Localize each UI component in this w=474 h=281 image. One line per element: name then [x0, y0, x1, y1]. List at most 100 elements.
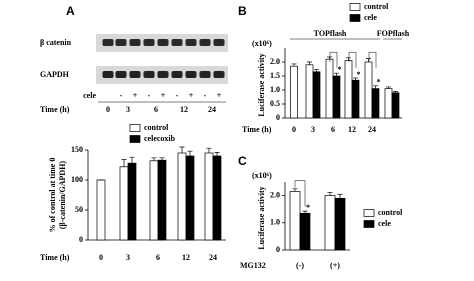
error-bar — [302, 210, 308, 214]
y-tick-label: 0 — [276, 245, 280, 254]
x-tick-label: (+) — [330, 261, 340, 270]
x-tick-label: 0 — [292, 125, 296, 134]
y-unit: (x10⁶) — [252, 171, 272, 180]
bar — [324, 195, 336, 251]
blot-band — [115, 39, 127, 46]
bar — [185, 155, 195, 241]
treatment-label: cele — [83, 91, 96, 100]
x-tick-label: 12 — [348, 125, 356, 134]
time-value: 0 — [106, 105, 110, 114]
x-tick-label: 6 — [331, 125, 335, 134]
error-bar — [346, 57, 351, 61]
bar — [149, 160, 159, 241]
significance-marker: * — [306, 203, 310, 212]
bar — [290, 65, 298, 119]
significance-marker: * — [338, 65, 342, 74]
error-bar — [214, 152, 220, 156]
significance-marker: * — [357, 70, 361, 79]
blot-band — [143, 39, 155, 46]
y-axis-label: Luciferase activity — [257, 186, 266, 249]
blot-band — [185, 39, 197, 46]
x-tick-label: (-) — [296, 261, 304, 270]
y-tick-label: 1.0 — [270, 85, 280, 94]
blot-band — [171, 71, 183, 78]
treatment-sign: - — [120, 91, 123, 100]
y-tick-label: 100 — [71, 175, 83, 184]
blot-band — [199, 71, 211, 78]
blot-band — [102, 71, 114, 78]
error-bar — [334, 72, 339, 76]
error-bar — [151, 157, 157, 161]
y-tick-label: 0.5 — [270, 99, 280, 108]
x-tick-label: 3 — [126, 253, 130, 262]
x-tick-label: 12 — [182, 253, 190, 262]
group-label: FOPflash — [377, 29, 410, 38]
x-tick-label: 0 — [99, 253, 103, 262]
blot-band — [143, 71, 155, 78]
error-bar — [386, 86, 391, 89]
error-bar — [292, 188, 298, 192]
treatment-sign: - — [148, 91, 151, 100]
comparison-bracket — [294, 180, 306, 207]
blot-band — [102, 39, 114, 46]
bar — [351, 79, 360, 119]
x-axis-label: Time (h) — [40, 253, 70, 262]
blot-band — [213, 39, 225, 46]
error-bar — [327, 56, 332, 60]
bar — [212, 155, 222, 241]
legend-label: control — [378, 208, 403, 217]
blot-band — [199, 39, 211, 46]
treatment-sign: - — [204, 91, 207, 100]
y-axis-label: % of control at time 0 — [48, 158, 57, 233]
bar — [204, 152, 214, 241]
bar — [119, 166, 129, 241]
y-tick-label: 2.0 — [270, 57, 280, 66]
x-tick-label: 24 — [368, 125, 376, 134]
blot-band — [185, 71, 197, 78]
x-axis-label: MG132 — [240, 261, 266, 270]
legend-label: control — [144, 123, 169, 132]
bar — [325, 58, 334, 119]
group-label: TOPflash — [314, 29, 347, 38]
bar — [299, 212, 311, 251]
bar — [391, 92, 400, 119]
comparison-bracket — [348, 51, 357, 68]
comparison-bracket — [329, 51, 338, 68]
y-tick-label: 1.0 — [270, 218, 280, 227]
legend-swatch — [129, 135, 141, 143]
blot-band — [129, 39, 141, 46]
treatment-sign: + — [161, 91, 166, 100]
blot-row-label: GAPDH — [40, 70, 70, 79]
y-tick-label: 150 — [71, 145, 83, 154]
x-tick-label: 3 — [311, 125, 315, 134]
error-bar — [307, 61, 312, 65]
error-bar — [314, 69, 319, 72]
error-bar — [121, 159, 127, 167]
blot-band — [157, 39, 169, 46]
legend-swatch — [129, 124, 141, 132]
treatment-sign: + — [133, 91, 138, 100]
time-value: 6 — [154, 105, 158, 114]
y-axis-label: Luciferase activity — [257, 53, 266, 116]
bar — [344, 60, 353, 119]
bar — [289, 191, 301, 251]
bar — [157, 159, 167, 241]
bar — [305, 64, 314, 119]
panel-label: C — [238, 154, 247, 168]
bar — [96, 179, 106, 241]
error-bar — [159, 157, 165, 161]
y-tick-label: 0 — [79, 235, 83, 244]
error-bar — [327, 191, 333, 196]
blot-band — [171, 39, 183, 46]
bar — [371, 88, 380, 119]
error-bar — [393, 91, 398, 93]
legend-label: control — [364, 2, 389, 11]
y-tick-label: 1.5 — [270, 71, 280, 80]
panel-label: B — [238, 4, 247, 18]
bar — [177, 152, 187, 241]
treatment-sign: - — [176, 91, 179, 100]
y-unit: (x10⁶) — [252, 39, 272, 48]
x-tick-label: 24 — [209, 253, 217, 262]
legend-label: cele — [364, 13, 377, 22]
legend-swatch — [349, 14, 361, 22]
